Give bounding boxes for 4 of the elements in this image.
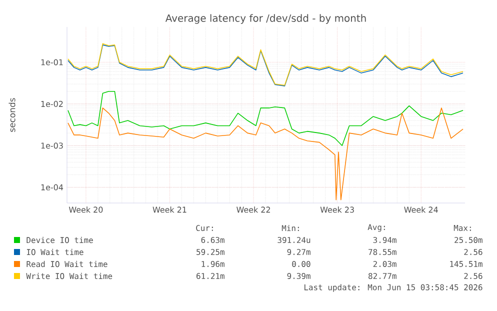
chart-title: Average latency for /dev/sdd - by month [165, 14, 366, 24]
y-axis-title: seconds [8, 98, 16, 132]
line-series [68, 90, 464, 146]
line-series [68, 108, 464, 200]
